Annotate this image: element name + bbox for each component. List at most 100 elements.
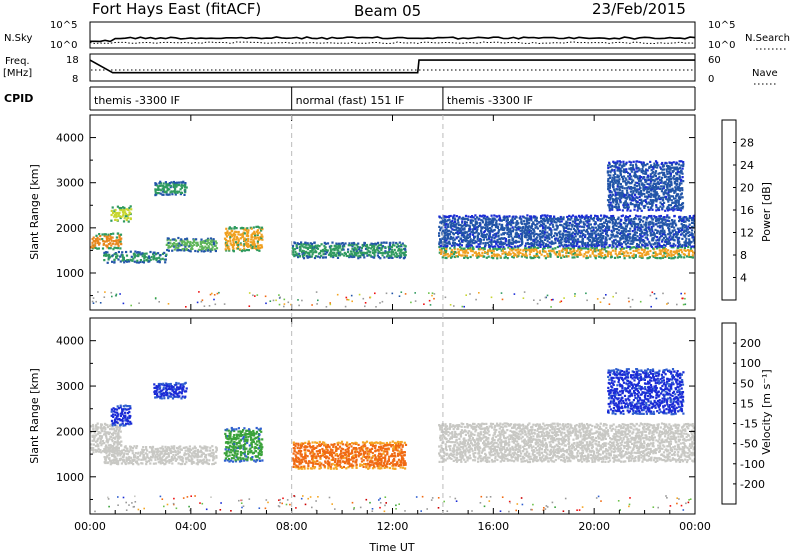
echo-cell [526, 219, 529, 222]
echo-cell [97, 241, 100, 244]
echo-cell [250, 227, 253, 230]
echo-cell [564, 233, 567, 236]
cpid-segment-label: normal (fast) 151 IF [296, 94, 405, 107]
echo-cell [621, 191, 624, 194]
echo-cell [197, 460, 200, 463]
echo-cell [658, 249, 661, 252]
echo-cell [636, 160, 639, 163]
echo-cell [627, 180, 630, 183]
echo-cell [269, 300, 272, 302]
echo-cell [123, 206, 126, 210]
echo-cell [558, 241, 561, 244]
echo-cell [676, 180, 679, 183]
echo-cell [343, 254, 346, 257]
echo-cell [479, 241, 482, 245]
echo-cell [103, 456, 106, 459]
echo-cell [503, 227, 506, 230]
echo-cell [191, 454, 194, 457]
echo-cell [478, 214, 482, 217]
echo-cell [520, 255, 523, 258]
echo-cell [678, 189, 681, 192]
echo-cell [388, 244, 392, 247]
echo-cell [661, 234, 664, 237]
echo-cell [121, 259, 124, 262]
echo-cell [551, 223, 554, 226]
echo-cell [243, 249, 247, 252]
echo-cell [631, 298, 634, 301]
echo-cell [186, 456, 189, 459]
echo-cell [614, 219, 617, 222]
echo-cell [169, 450, 173, 453]
echo-cell [676, 204, 679, 207]
echo-cell [638, 229, 641, 232]
echo-cell [290, 303, 292, 306]
echo-cell [132, 463, 135, 466]
echo-cell [146, 455, 149, 458]
echo-cell [389, 241, 392, 244]
echo-cell [586, 230, 589, 234]
echo-cell [560, 256, 563, 259]
echo-cell [298, 245, 302, 248]
echo-cell [634, 181, 637, 184]
echo-cell [296, 254, 299, 257]
echo-cell [644, 188, 647, 191]
echo-cell [137, 254, 140, 258]
echo-cell [140, 462, 143, 465]
echo-cell [600, 256, 603, 259]
echo-cell [348, 253, 351, 256]
echo-cell [648, 195, 651, 198]
echo-cell [253, 246, 256, 250]
echo-cell [360, 249, 363, 252]
echo-cell [603, 243, 606, 246]
echo-cell [97, 291, 99, 293]
echo-cell [542, 235, 545, 238]
echo-cell [115, 435, 118, 438]
echo-cell [655, 184, 658, 187]
echo-cell [633, 183, 636, 187]
echo-cell [652, 193, 655, 196]
echo-cell [670, 163, 674, 166]
echo-cell [637, 169, 640, 172]
echo-cell [468, 225, 471, 228]
echo-cell [144, 452, 147, 455]
echo-cell [93, 438, 96, 441]
echo-cell [188, 445, 191, 448]
echo-cell [91, 241, 94, 244]
echo-cell [150, 459, 153, 462]
echo-cell [124, 445, 127, 448]
echo-cell [178, 451, 181, 454]
echo-cell [618, 240, 621, 243]
echo-cell [497, 229, 501, 232]
echo-cell [543, 233, 546, 236]
echo-cell [381, 254, 384, 257]
echo-cell [569, 233, 573, 236]
echo-cell [116, 440, 120, 443]
echo-cell [133, 256, 136, 259]
echo-cell [663, 243, 666, 246]
echo-cell [664, 191, 667, 194]
echo-cell [608, 201, 611, 204]
echo-cell [673, 219, 676, 222]
echo-cell [562, 245, 565, 248]
echo-cell [634, 214, 638, 217]
colorbar-tick: 16 [740, 204, 754, 217]
echo-cell [112, 232, 115, 235]
echo-cell [676, 172, 679, 175]
echo-cell [99, 431, 102, 434]
echo-cell [559, 230, 562, 233]
echo-cell [101, 233, 104, 236]
echo-cell [554, 253, 557, 256]
echo-cell [151, 447, 154, 450]
echo-cell [211, 449, 214, 452]
echo-cell [595, 246, 598, 249]
echo-cell [544, 257, 547, 260]
echo-cell [181, 459, 184, 462]
echo-cell [119, 459, 122, 462]
echo-cell [599, 250, 602, 253]
echo-cell [614, 163, 617, 166]
echo-cell [650, 200, 653, 203]
echo-cell [668, 208, 671, 211]
echo-cell [639, 176, 643, 179]
echo-cell [95, 300, 97, 303]
echo-cell [334, 253, 337, 256]
